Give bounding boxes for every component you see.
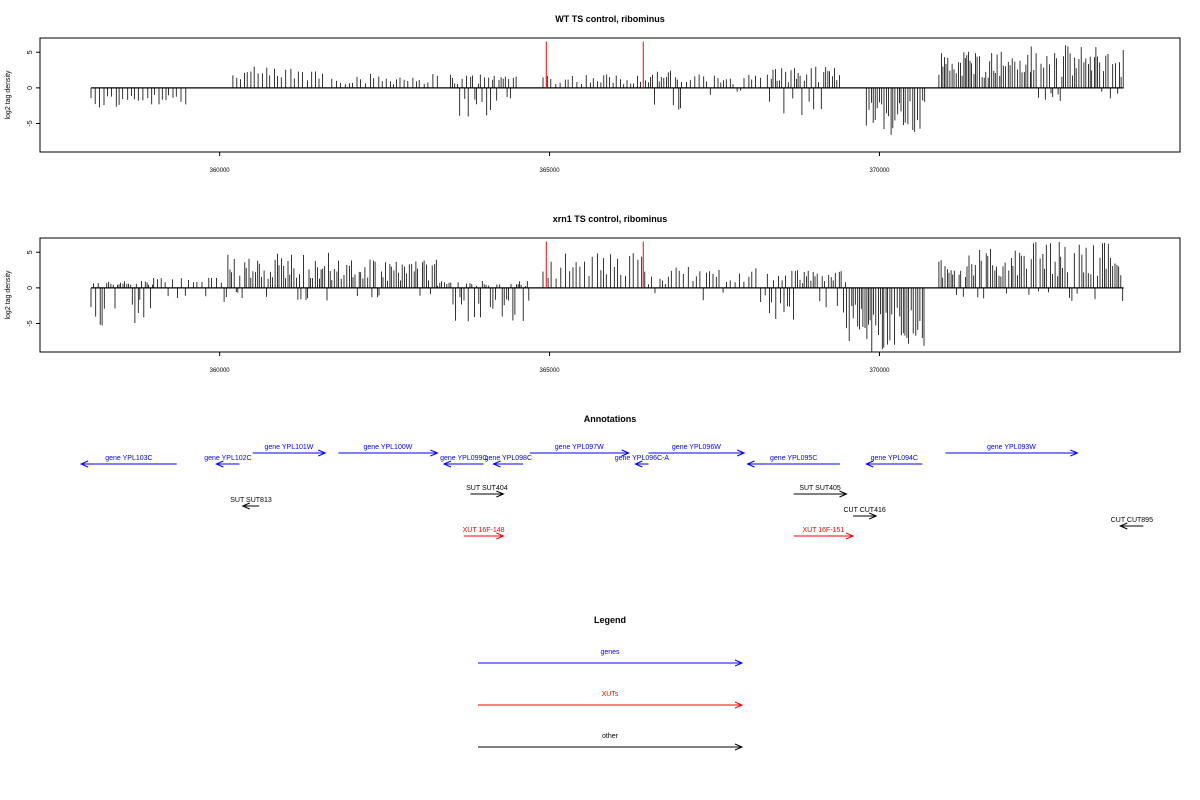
wt-xtick-label: 360000: [210, 168, 231, 174]
feature-label: XUT 16F-151: [802, 527, 844, 534]
xrn1-signal-bars: [90, 241, 1124, 352]
wt-xtick-label: 365000: [540, 168, 561, 174]
feature-gene: gene YPL095C: [746, 455, 840, 468]
arrowhead-right-icon: [734, 659, 744, 667]
feature-gene: gene YPL094C: [865, 455, 923, 468]
feature-gene: gene YPL103C: [79, 455, 177, 468]
wt-ytick-label: 5: [27, 50, 34, 54]
xrn1-xtick-label: 360000: [210, 368, 231, 374]
feature-label: gene YPL097W: [555, 444, 604, 451]
feature-label: gene YPL094C: [871, 455, 918, 462]
arrowhead-left-icon: [442, 460, 452, 468]
legend-item: XUTs: [478, 691, 744, 709]
arrowhead-left-icon: [634, 460, 643, 468]
xrn1-xtick-label: 365000: [540, 368, 561, 374]
arrowhead-left-icon: [241, 502, 250, 510]
legend-label: genes: [600, 649, 620, 656]
arrowhead-left-icon: [492, 460, 501, 468]
arrowhead-right-icon: [430, 449, 439, 457]
arrowhead-right-icon: [734, 743, 744, 751]
arrowhead-left-icon: [1119, 522, 1128, 530]
feature-gene: gene YPL100W: [338, 444, 439, 457]
wt-y-axis: -5 0 5: [27, 50, 40, 127]
feature-label: CUT CUT416: [843, 507, 885, 514]
wt-x-axis: 360000 365000 370000: [210, 152, 890, 174]
arrowhead-left-icon: [79, 460, 89, 468]
feature-label: XUT 16F-148: [463, 527, 505, 534]
wt-ytick-label: -5: [27, 120, 34, 126]
feature-other: CUT CUT416: [843, 507, 886, 520]
feature-label: gene YPL098C: [485, 455, 532, 462]
arrowhead-right-icon: [318, 449, 327, 457]
feature-label: gene YPL101W: [264, 444, 313, 451]
arrowhead-left-icon: [215, 460, 224, 468]
arrowhead-right-icon: [496, 532, 505, 540]
wt-track-panel: WT TS control, ribominus log2 tag densit…: [5, 14, 1181, 174]
xrn1-track-panel: xrn1 TS control, ribominus log2 tag dens…: [5, 214, 1181, 374]
wt-track-title: WT TS control, ribominus: [555, 14, 665, 24]
feature-gene: gene YPL102C: [204, 455, 252, 468]
annotations-panel: Annotations gene YPL103C gene YPL102Cgene…: [79, 414, 1153, 540]
wt-xtick-label: 370000: [869, 168, 890, 174]
xrn1-track-title: xrn1 TS control, ribominus: [553, 214, 668, 224]
legend-item: genes: [478, 649, 744, 667]
feature-gene: gene YPL093W: [945, 444, 1079, 457]
feature-label: SUT SUT404: [466, 485, 508, 492]
feature-label: gene YPL103C: [105, 455, 152, 462]
legend-label: XUTs: [602, 691, 619, 698]
feature-label: gene YPL093W: [987, 444, 1036, 451]
feature-gene: gene YPL096C-A: [615, 455, 670, 468]
wt-ytick-label: 0: [27, 86, 34, 90]
feature-label: gene YPL096W: [672, 444, 721, 451]
arrowhead-left-icon: [865, 460, 874, 468]
xrn1-x-axis: 360000 365000 370000: [210, 352, 890, 374]
xrn1-ytick-label: 0: [27, 286, 34, 290]
xrn1-ytick-label: -5: [27, 320, 34, 326]
legend-items: genes XUTs other: [478, 649, 744, 751]
wt-signal-bars: [90, 41, 1124, 135]
feature-other: SUT SUT813: [230, 497, 272, 510]
feature-label: gene YPL095C: [770, 455, 817, 462]
feature-gene: gene YPL101W: [252, 444, 327, 457]
legend-label: other: [602, 733, 619, 740]
feature-other: CUT CUT895: [1111, 517, 1153, 530]
arrowhead-right-icon: [845, 532, 855, 540]
arrowhead-right-icon: [737, 449, 746, 457]
feature-xut: XUT 16F-151: [793, 527, 855, 540]
feature-gene: gene YPL097W: [529, 444, 631, 457]
xrn1-xtick-label: 370000: [869, 368, 890, 374]
arrowhead-right-icon: [868, 512, 878, 520]
arrowhead-right-icon: [621, 449, 631, 457]
arrowhead-right-icon: [839, 490, 848, 498]
annotations-title: Annotations: [584, 414, 637, 424]
wt-plot-frame: [39, 37, 1181, 153]
feature-label: gene YPL102C: [204, 455, 251, 462]
legend-item: other: [478, 733, 744, 751]
feature-label: gene YPL100W: [363, 444, 412, 451]
feature-other: SUT SUT404: [466, 485, 508, 498]
arrowhead-right-icon: [734, 701, 744, 709]
feature-label: SUT SUT405: [799, 485, 841, 492]
feature-label: gene YPL096C-A: [615, 455, 670, 462]
legend-panel: Legend genes XUTs other: [478, 615, 744, 751]
legend-title: Legend: [594, 615, 626, 625]
xrn1-ytick-label: 5: [27, 250, 34, 254]
xrn1-plot-frame: [39, 237, 1181, 353]
feature-gene: gene YPL099C: [440, 455, 487, 468]
feature-xut: XUT 16F-148: [463, 527, 505, 540]
feature-arrows: gene YPL103C gene YPL102C gene YPL101W gene…: [79, 444, 1153, 540]
arrowhead-right-icon: [496, 490, 505, 498]
feature-label: SUT SUT813: [230, 497, 272, 504]
arrowhead-left-icon: [746, 460, 755, 468]
feature-other: SUT SUT405: [793, 485, 848, 498]
arrowhead-right-icon: [1070, 449, 1079, 457]
feature-label: gene YPL099C: [440, 455, 487, 462]
wt-y-axis-label: log2 tag density: [5, 70, 12, 120]
xrn1-y-axis-label: log2 tag density: [5, 270, 12, 320]
xrn1-y-axis: -5 0 5: [27, 250, 40, 327]
feature-gene: gene YPL098C: [485, 455, 532, 468]
feature-gene: gene YPL096W: [648, 444, 746, 457]
feature-label: CUT CUT895: [1111, 517, 1153, 524]
